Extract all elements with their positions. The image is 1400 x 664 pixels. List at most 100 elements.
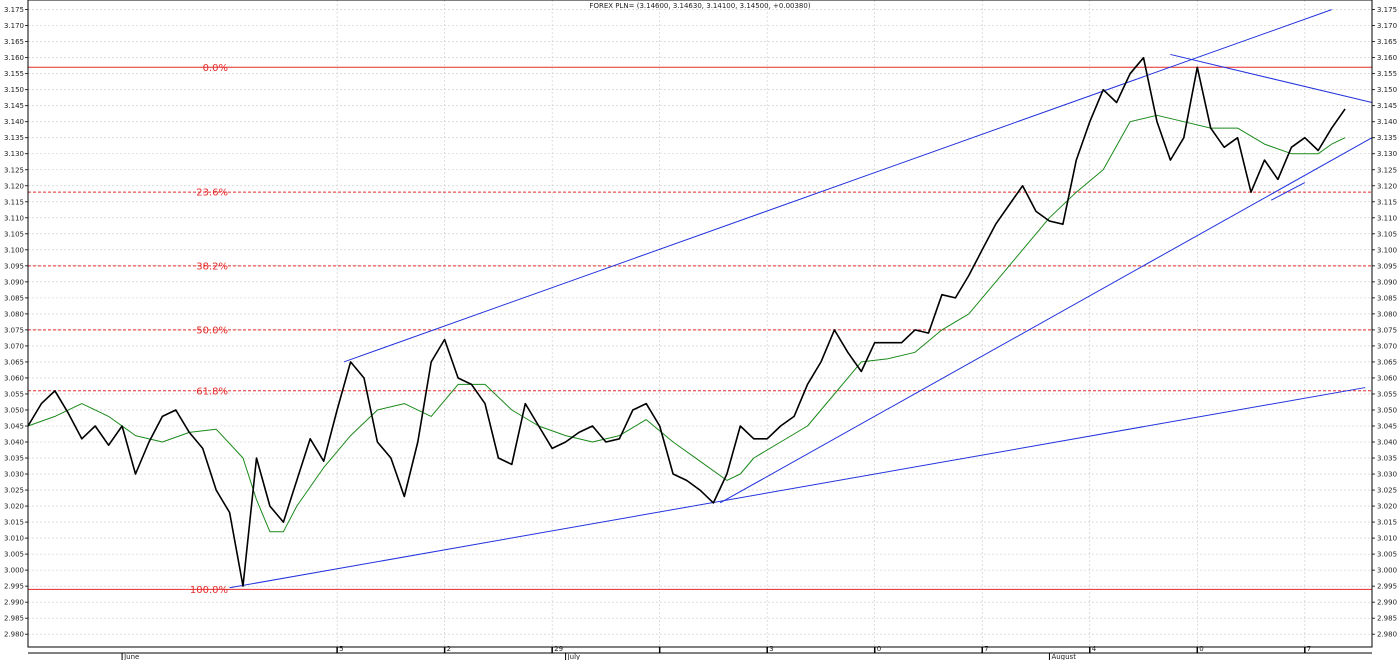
y-tick-label-left: 3.035 — [4, 455, 24, 463]
y-tick-label-left: 3.000 — [4, 567, 24, 575]
y-tick-label-left: 3.070 — [4, 342, 24, 350]
y-tick-label-left: 3.010 — [4, 535, 24, 543]
y-tick-label-left: 3.100 — [4, 246, 24, 254]
plot-frame — [27, 0, 1373, 648]
y-tick-label-right: 3.145 — [1377, 102, 1397, 110]
trendline — [343, 9, 1332, 363]
y-tick-label-left: 3.030 — [4, 471, 24, 479]
y-tick-label-left: 3.095 — [4, 262, 24, 270]
y-tick-label-right: 3.100 — [1377, 246, 1397, 254]
week-label: 2 — [447, 645, 451, 653]
y-tick-label-right: 3.070 — [1377, 342, 1397, 350]
y-tick-label-right: 3.085 — [1377, 294, 1397, 302]
y-tick-label-right: 3.110 — [1377, 214, 1397, 222]
y-tick-label-right: 3.035 — [1377, 455, 1397, 463]
y-tick-label-left: 3.125 — [4, 166, 24, 174]
y-tick-label-left: 3.090 — [4, 278, 24, 286]
y-tick-label-left: 3.045 — [4, 422, 24, 430]
y-tick-label-left: 2.990 — [4, 599, 24, 607]
y-tick-label-right: 3.020 — [1377, 503, 1397, 511]
y-tick-label-right: 3.165 — [1377, 38, 1397, 46]
y-tick-label-right: 3.025 — [1377, 487, 1397, 495]
y-tick-label-right: 3.065 — [1377, 358, 1397, 366]
month-label: August — [1051, 653, 1076, 660]
y-tick-label-left: 3.020 — [4, 503, 24, 511]
y-tick-label-left: 3.080 — [4, 310, 24, 318]
y-tick-label-right: 3.005 — [1377, 551, 1397, 559]
series-layer — [27, 56, 1346, 587]
week-label: 4 — [1092, 645, 1097, 653]
fib-level-label: 23.6% — [196, 188, 228, 199]
fib-level-label: 100.0% — [190, 585, 228, 596]
y-tick-label-right: 2.990 — [1377, 599, 1397, 607]
y-tick-label-right: 3.055 — [1377, 390, 1397, 398]
y-tick-label-right: 2.995 — [1377, 583, 1397, 591]
y-tick-label-left: 3.170 — [4, 22, 24, 30]
y-tick-label-left: 3.135 — [4, 134, 24, 142]
moving-average-line — [27, 114, 1346, 533]
y-tick-label-left: 3.075 — [4, 326, 24, 334]
week-label: 7 — [984, 645, 988, 653]
y-tick-label-left: 3.140 — [4, 118, 24, 126]
y-tick-label-right: 3.105 — [1377, 230, 1397, 238]
y-tick-label-left: 3.175 — [4, 6, 24, 14]
y-tick-label-right: 3.170 — [1377, 22, 1397, 30]
y-tick-label-left: 3.120 — [4, 182, 24, 190]
y-tick-label-right: 3.130 — [1377, 150, 1397, 158]
week-label: 3 — [769, 645, 773, 653]
y-tick-label-left: 3.060 — [4, 374, 24, 382]
y-tick-label-right: 3.080 — [1377, 310, 1397, 318]
fib-level-label: 38.2% — [196, 261, 228, 272]
y-tick-label-left: 3.105 — [4, 230, 24, 238]
y-tick-label-right: 3.015 — [1377, 519, 1397, 527]
week-label: 0 — [877, 645, 881, 653]
y-tick-label-left: 2.995 — [4, 583, 24, 591]
y-tick-label-left: 3.085 — [4, 294, 24, 302]
month-label: July — [567, 653, 581, 660]
y-tick-label-left: 3.005 — [4, 551, 24, 559]
y-tick-label-left: 3.160 — [4, 54, 24, 62]
y-tick-label-left: 3.130 — [4, 150, 24, 158]
y-tick-label-right: 3.050 — [1377, 406, 1397, 414]
y-tick-label-left: 3.055 — [4, 390, 24, 398]
y-tick-label-right: 3.000 — [1377, 567, 1397, 575]
y-tick-label-right: 3.125 — [1377, 166, 1397, 174]
week-label: 5 — [339, 645, 343, 653]
y-tick-label-right: 3.160 — [1377, 54, 1397, 62]
y-tick-label-right: 3.090 — [1377, 278, 1397, 286]
y-tick-label-left: 2.985 — [4, 615, 24, 623]
week-label: 0 — [1199, 645, 1203, 653]
y-tick-label-right: 3.135 — [1377, 134, 1397, 142]
y-tick-label-left: 3.155 — [4, 70, 24, 78]
price-line — [27, 56, 1346, 587]
y-tick-label-left: 3.050 — [4, 406, 24, 414]
y-tick-label-right: 3.140 — [1377, 118, 1397, 126]
chart-title: FOREX PLN= (3.14600, 3.14630, 3.14100, 3… — [589, 2, 810, 10]
trendline — [1170, 53, 1373, 103]
y-tick-label-right: 2.980 — [1377, 631, 1397, 639]
y-tick-label-right: 3.045 — [1377, 422, 1397, 430]
month-label: June — [123, 653, 139, 660]
y-tick-label-right: 3.155 — [1377, 70, 1397, 78]
y-tick-label-left: 2.980 — [4, 631, 24, 639]
y-tick-label-right: 3.115 — [1377, 198, 1397, 206]
y-tick-label-right: 3.060 — [1377, 374, 1397, 382]
trendline — [229, 387, 1366, 589]
trendline — [719, 137, 1373, 504]
y-tick-label-left: 3.150 — [4, 86, 24, 94]
y-tick-label-right: 3.040 — [1377, 439, 1397, 447]
y-tick-label-left: 3.015 — [4, 519, 24, 527]
y-tick-label-left: 3.110 — [4, 214, 24, 222]
y-tick-label-left: 3.040 — [4, 439, 24, 447]
fib-level-label: 61.8% — [196, 386, 228, 397]
week-label: 7 — [1307, 645, 1311, 653]
trendline — [1270, 182, 1306, 201]
y-tick-label-right: 3.010 — [1377, 535, 1397, 543]
fib-level-label: 0.0% — [203, 63, 228, 74]
y-tick-label-right: 3.095 — [1377, 262, 1397, 270]
y-tick-label-left: 3.145 — [4, 102, 24, 110]
y-tick-label-left: 3.165 — [4, 38, 24, 46]
y-tick-label-right: 2.985 — [1377, 615, 1397, 623]
y-tick-label-left: 3.115 — [4, 198, 24, 206]
